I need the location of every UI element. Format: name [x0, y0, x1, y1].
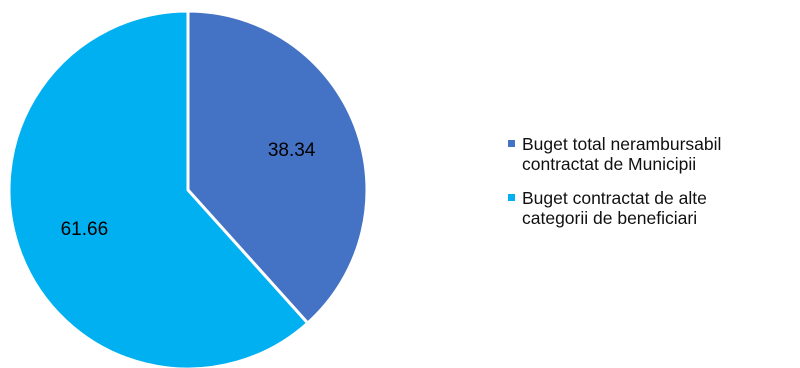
data-label-municipii: 38.34: [268, 140, 316, 161]
data-label-alte-beneficiari: 61.66: [61, 219, 109, 240]
legend-swatch-municipii: [508, 140, 515, 147]
legend-item-municipii: Buget total nerambursabil contractat de …: [508, 134, 798, 174]
legend-label-municipii: Buget total nerambursabil contractat de …: [522, 134, 722, 174]
legend-swatch-alte-beneficiari: [508, 194, 515, 201]
pie-data-labels: 38.34 61.66: [61, 140, 316, 240]
legend-label-alte-beneficiari: Buget contractat de alte categorii de be…: [522, 188, 707, 228]
legend-item-alte-beneficiari: Buget contractat de alte categorii de be…: [508, 188, 798, 228]
pie-slices: [7, 9, 369, 368]
pie-slice-alte-beneficiari: [7, 9, 310, 368]
pie-slice-municipii: [186, 9, 369, 325]
chart-legend: Buget total nerambursabil contractat de …: [508, 134, 798, 242]
